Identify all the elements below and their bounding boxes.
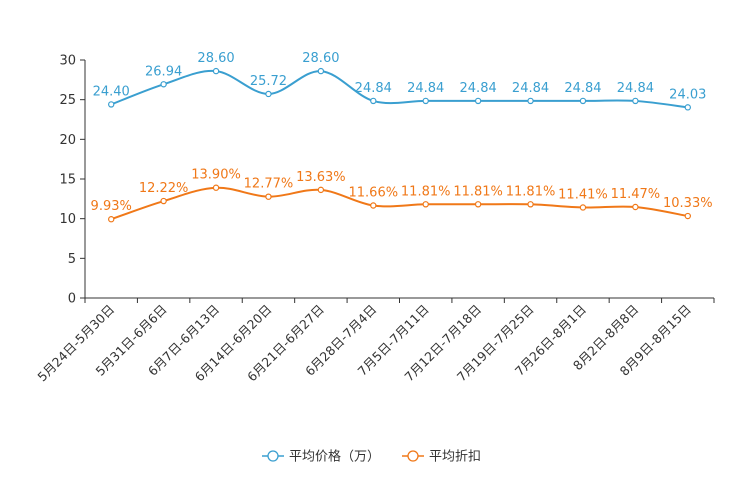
data-point: [632, 97, 639, 105]
legend-label: 平均折扣: [429, 450, 481, 465]
data-label: 11.66%: [349, 185, 399, 200]
data-point: [579, 204, 587, 211]
data-point: [160, 81, 167, 88]
legend-item-1: 平均价格（万）: [262, 449, 380, 465]
data-label: 13.90%: [191, 168, 241, 183]
data-label: 12.77%: [244, 177, 294, 192]
data-label: 13.63%: [296, 170, 346, 185]
data-label: 11.81%: [506, 184, 556, 199]
data-point: [108, 101, 115, 108]
data-point: [579, 97, 587, 105]
legend-item-2: 平均折扣: [402, 450, 481, 465]
data-label: 24.84: [355, 81, 392, 96]
data-point: [317, 186, 325, 194]
data-point: [160, 197, 167, 205]
data-label: 25.72: [250, 74, 287, 89]
series-layer: 24.40 26.94 28.60 25.72 28.60 24.84 24.84 24.84…: [91, 51, 713, 223]
data-label: 11.81%: [453, 184, 503, 199]
data-label: 11.41%: [558, 187, 608, 202]
data-point: [317, 67, 325, 75]
series-line: [110, 186, 688, 221]
data-point: [422, 201, 429, 208]
data-label: 12.22%: [139, 181, 189, 196]
y-tick-label: 5: [68, 252, 76, 267]
data-point: [265, 90, 272, 98]
data-label: 24.84: [617, 81, 654, 96]
data-label: 11.47%: [611, 187, 661, 202]
data-point: [684, 212, 691, 220]
data-label: 24.84: [512, 81, 549, 96]
data-point: [422, 97, 429, 105]
data-label: 24.84: [407, 81, 444, 96]
data-label: 10.33%: [663, 196, 713, 211]
data-point: [474, 201, 482, 208]
series-1: 24.40 26.94 28.60 25.72 28.60 24.84 24.84 24.84…: [93, 51, 706, 111]
y-tick-label: 25: [59, 93, 76, 108]
data-point: [212, 184, 220, 191]
data-point: [370, 202, 377, 209]
data-label: 26.94: [145, 64, 182, 79]
data-label: 9.93%: [91, 199, 132, 214]
legend-label: 平均价格（万）: [289, 449, 380, 465]
data-label: 28.60: [302, 51, 339, 66]
data-point: [474, 97, 482, 105]
data-label: 28.60: [197, 51, 234, 66]
y-tick-label: 20: [59, 133, 76, 148]
data-label: 24.40: [93, 84, 130, 99]
series-2: 9.93%12.22%13.90%12.77% 13.63%11.66% 11.81…: [91, 168, 713, 223]
data-point: [684, 104, 691, 111]
legend-marker: [407, 450, 419, 462]
data-label: 24.84: [460, 81, 497, 96]
y-tick-label: 15: [59, 173, 76, 188]
legend: 平均价格（万） 平均折扣: [262, 449, 481, 465]
data-point: [265, 193, 272, 200]
data-point: [370, 97, 377, 105]
data-point: [108, 216, 115, 223]
data-label: 24.84: [564, 81, 601, 96]
legend-marker: [267, 450, 279, 462]
data-label: 11.81%: [401, 184, 451, 199]
data-point: [527, 97, 534, 105]
data-point: [212, 67, 220, 75]
data-point: [632, 203, 639, 211]
y-tick-label: 10: [59, 212, 76, 227]
data-point: [527, 201, 534, 208]
data-label: 24.03: [669, 87, 706, 102]
y-tick-label: 0: [68, 292, 76, 307]
y-tick-label: 30: [59, 54, 76, 69]
